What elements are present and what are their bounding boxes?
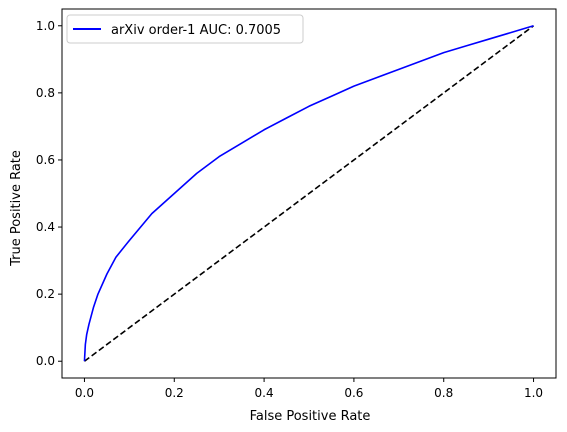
y-tick-label: 0.2	[36, 287, 55, 301]
chance-diagonal-line	[83, 25, 535, 362]
y-tick-label: 1.0	[36, 19, 55, 33]
x-tick-label: 0.2	[165, 386, 184, 400]
y-tick-label: 0.6	[36, 153, 55, 167]
x-tick-label: 0.0	[75, 386, 94, 400]
x-tick-label: 0.8	[434, 386, 453, 400]
legend-frame	[66, 14, 304, 44]
legend: arXiv order-1 AUC: 0.7005	[66, 14, 304, 44]
x-axis-label: False Positive Rate	[250, 409, 371, 424]
y-tick-label: 0.4	[36, 220, 55, 234]
axes-frame	[61, 8, 557, 379]
x-tick-label: 0.4	[255, 386, 274, 400]
x-tick-label: 0.6	[344, 386, 363, 400]
y-tick-label: 0.8	[36, 86, 55, 100]
plot-area	[83, 25, 535, 362]
axes: 0.0 0.2 0.4 0.6 0.8 1.0 0.0 0.2 0.4 0.6 0.8 1.0	[36, 8, 557, 400]
y-tick-label: 0.0	[36, 354, 55, 368]
y-axis-label: True Positive Rate	[9, 150, 24, 267]
legend-label: arXiv order-1 AUC: 0.7005	[111, 23, 281, 38]
x-tick-label: 1.0	[524, 386, 543, 400]
roc-curve-line	[83, 25, 534, 362]
